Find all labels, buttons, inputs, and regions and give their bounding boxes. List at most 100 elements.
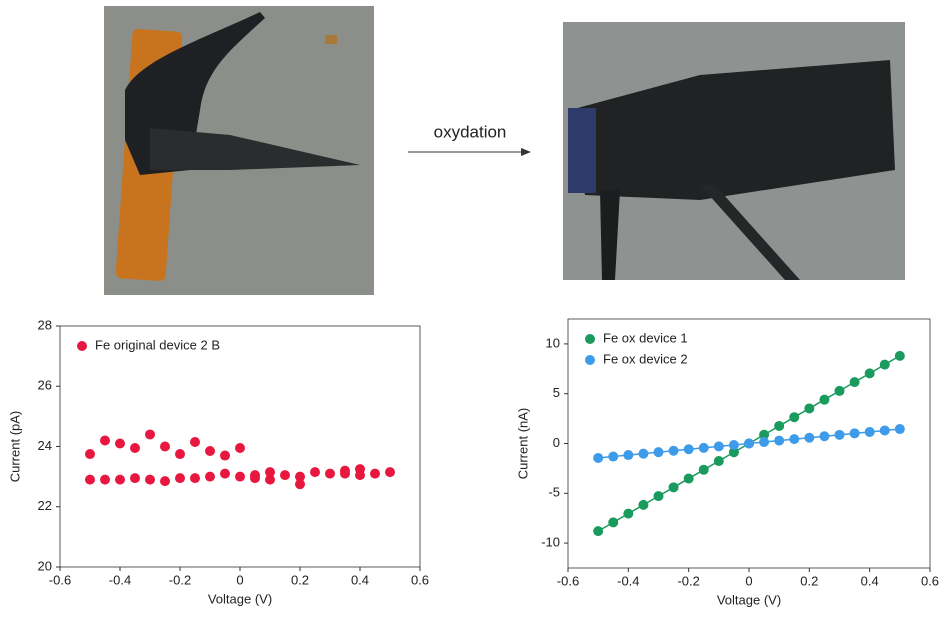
- data-point: [85, 449, 95, 460]
- data-point: [653, 447, 664, 458]
- x-tick-label: 0: [236, 572, 243, 587]
- data-point: [370, 468, 380, 479]
- y-tick-label: 24: [38, 438, 52, 453]
- data-point: [115, 474, 125, 485]
- y-tick-label: 28: [38, 317, 52, 332]
- data-point: [220, 468, 230, 479]
- x-tick-label: -0.2: [677, 573, 699, 588]
- data-point: [789, 412, 800, 423]
- data-point: [175, 449, 185, 460]
- legend-label: Fe ox device 2: [603, 351, 688, 366]
- data-point: [668, 445, 679, 456]
- data-point: [250, 470, 260, 481]
- data-point: [849, 428, 860, 439]
- data-point: [385, 467, 395, 478]
- y-tick-label: 0: [553, 435, 560, 450]
- data-point: [265, 467, 275, 478]
- data-point: [280, 470, 290, 481]
- data-point: [879, 359, 890, 370]
- data-point: [668, 482, 679, 493]
- data-point: [849, 377, 860, 388]
- x-tick-label: 0.2: [800, 573, 818, 588]
- data-point: [608, 517, 619, 528]
- data-point: [744, 438, 754, 449]
- data-point: [819, 431, 830, 442]
- data-point: [593, 526, 604, 537]
- data-point: [265, 474, 275, 485]
- photo-original: [104, 6, 374, 295]
- data-point: [130, 473, 140, 484]
- data-point: [728, 439, 739, 450]
- data-point: [623, 450, 634, 461]
- data-point: [728, 447, 739, 458]
- x-tick-label: 0.2: [291, 572, 309, 587]
- data-point: [713, 456, 724, 467]
- legend-marker: [585, 355, 595, 365]
- legend-marker: [77, 341, 87, 351]
- x-tick-label: -0.6: [557, 573, 579, 588]
- x-tick-label: 0: [745, 573, 752, 588]
- annotation: oxydation: [434, 122, 507, 141]
- data-point: [205, 446, 215, 457]
- y-tick-label: 26: [38, 378, 52, 393]
- data-point: [638, 499, 649, 510]
- data-point: [340, 465, 350, 476]
- x-tick-label: 0.6: [411, 572, 429, 587]
- data-point: [160, 476, 170, 487]
- x-tick-label: -0.4: [617, 573, 639, 588]
- data-point: [130, 443, 140, 454]
- x-tick-label: -0.4: [109, 572, 131, 587]
- x-tick-label: 0.4: [351, 572, 369, 587]
- data-point: [683, 473, 694, 484]
- data-point: [115, 438, 125, 449]
- data-point: [190, 473, 200, 484]
- data-point: [894, 424, 905, 435]
- data-point: [593, 452, 604, 463]
- y-tick-label: 10: [546, 335, 560, 350]
- data-point: [608, 451, 619, 462]
- data-point: [789, 434, 800, 445]
- data-point: [759, 429, 770, 440]
- legend-label: Fe original device 2 B: [95, 337, 220, 352]
- data-point: [160, 441, 170, 452]
- y-axis-label: Current (pA): [7, 411, 22, 483]
- data-point: [683, 444, 694, 455]
- data-point: [145, 474, 155, 485]
- y-tick-label: -10: [541, 535, 560, 550]
- x-tick-label: -0.6: [49, 572, 71, 587]
- y-tick-label: 22: [38, 498, 52, 513]
- data-point: [638, 448, 649, 459]
- y-axis-label: Current (nA): [515, 408, 530, 480]
- data-point: [623, 508, 634, 519]
- data-point: [819, 394, 830, 405]
- data-point: [879, 425, 890, 436]
- data-point: [653, 491, 664, 502]
- data-point: [834, 429, 845, 440]
- legend-label: Fe ox device 1: [603, 330, 688, 345]
- legend-marker: [585, 334, 595, 344]
- x-tick-label: -0.2: [169, 572, 191, 587]
- x-axis-label: Voltage (V): [208, 591, 272, 606]
- data-point: [85, 474, 95, 485]
- data-point: [145, 429, 155, 440]
- data-point: [774, 420, 785, 431]
- x-axis-label: Voltage (V): [717, 592, 781, 607]
- data-point: [235, 443, 245, 454]
- data-point: [698, 464, 709, 475]
- data-point: [295, 471, 305, 482]
- data-point: [713, 441, 724, 452]
- data-point: [325, 468, 335, 479]
- data-point: [864, 426, 875, 437]
- data-point: [864, 368, 875, 379]
- y-tick-label: -5: [548, 485, 560, 500]
- y-tick-label: 20: [38, 558, 52, 573]
- data-point: [355, 464, 365, 475]
- data-point: [804, 432, 815, 443]
- data-point: [310, 467, 320, 478]
- data-point: [100, 435, 110, 446]
- data-point: [100, 474, 110, 485]
- data-point: [205, 471, 215, 482]
- photo-oxidized: [563, 22, 905, 280]
